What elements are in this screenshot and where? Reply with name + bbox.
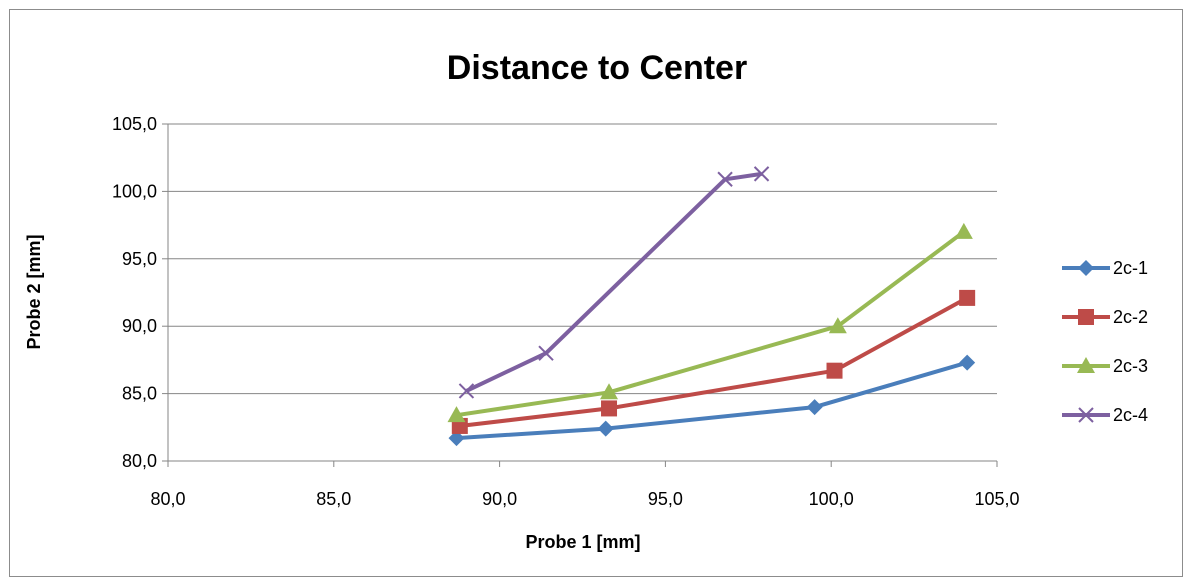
- data-point: [954, 222, 973, 239]
- data-point: [828, 317, 847, 334]
- data-point: [717, 171, 733, 187]
- y-axis-ticks: 80,0 85,0 90,0 95,0 100,0 105,0: [112, 114, 168, 471]
- chart-area: [9, 9, 1183, 577]
- series-line: [465, 171, 762, 393]
- data-point: [826, 362, 843, 379]
- y-tick-label: 95,0: [122, 249, 157, 269]
- data-point: [448, 430, 465, 447]
- data-point: [959, 354, 976, 371]
- legend-item: 2c-4: [1062, 405, 1148, 425]
- data-point: [597, 420, 614, 437]
- chart-title: Distance to Center: [447, 49, 747, 87]
- data-point: [458, 383, 475, 399]
- data-point: [538, 345, 554, 361]
- x-tick-label: 100,0: [809, 489, 854, 509]
- series-line: [456, 360, 968, 441]
- y-tick-label: 80,0: [122, 451, 157, 471]
- y-tick-label: 90,0: [122, 316, 157, 336]
- legend-marker: [1078, 260, 1094, 276]
- x-axis-title: Probe 1 [mm]: [525, 532, 640, 552]
- x-tick-label: 95,0: [648, 489, 683, 509]
- y-tick-label: 85,0: [122, 384, 157, 404]
- legend-label: 2c-1: [1113, 258, 1148, 278]
- series-layer: [447, 166, 976, 447]
- legend-item: 2c-3: [1062, 356, 1148, 376]
- y-tick-label: 100,0: [112, 181, 157, 201]
- series-2c-3: [447, 222, 973, 423]
- y-axis-title: Probe 2 [mm]: [24, 234, 44, 349]
- x-tick-label: 85,0: [316, 489, 351, 509]
- series-line: [459, 296, 969, 428]
- data-point: [959, 289, 976, 306]
- series-2c-4: [458, 166, 770, 399]
- legend: 2c-1 2c-2 2c-3 2c-4: [1062, 258, 1148, 425]
- legend-marker: [1077, 357, 1095, 373]
- legend-label: 2c-4: [1113, 405, 1148, 425]
- series-2c-1: [448, 354, 976, 447]
- y-tick-label: 105,0: [112, 114, 157, 134]
- x-tick-label: 90,0: [482, 489, 517, 509]
- legend-item: 2c-1: [1062, 258, 1148, 278]
- legend-item: 2c-2: [1062, 307, 1148, 327]
- data-point: [447, 406, 466, 423]
- legend-label: 2c-2: [1113, 307, 1148, 327]
- data-point: [600, 383, 619, 400]
- legend-marker: [1078, 309, 1094, 325]
- series-line: [456, 230, 965, 418]
- legend-marker: [1078, 407, 1094, 423]
- x-axis-ticks: 80,0 85,0 90,0 95,0 100,0 105,0: [150, 461, 1020, 509]
- x-tick-label: 105,0: [974, 489, 1019, 509]
- data-point: [753, 166, 770, 182]
- x-tick-label: 80,0: [150, 489, 185, 509]
- data-point: [601, 400, 618, 417]
- series-2c-2: [451, 289, 976, 434]
- axes: [167, 124, 997, 462]
- data-point: [806, 399, 823, 416]
- legend-label: 2c-3: [1113, 356, 1148, 376]
